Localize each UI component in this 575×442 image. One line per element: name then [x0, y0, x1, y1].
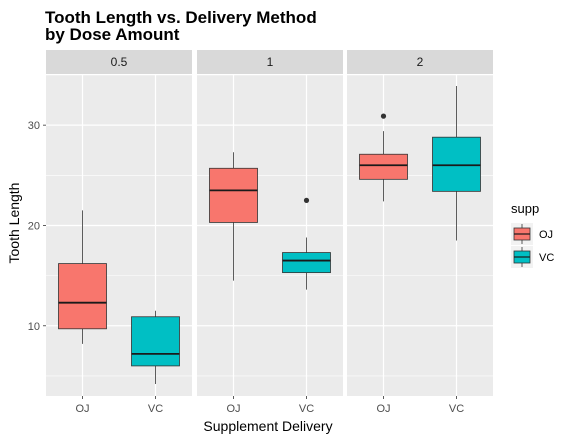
box-iqr: [432, 136, 481, 192]
panel-background: [347, 75, 493, 396]
x-tick-label: VC: [148, 403, 163, 415]
x-axis-title: Supplement Delivery: [203, 418, 332, 434]
box-iqr: [58, 263, 107, 330]
facet-panel-1: 1 OJ VC: [197, 50, 343, 415]
facet-strip: [46, 50, 192, 74]
x-tick-label: OJ: [226, 403, 240, 415]
chart-title-line-2: by Dose Amount: [45, 25, 180, 44]
box-iqr: [359, 153, 408, 180]
y-tick-label: 30: [28, 120, 40, 132]
chart-title-line-1: Tooth Length vs. Delivery Method: [45, 8, 317, 27]
box-oj: [359, 113, 408, 202]
legend-title: supp: [511, 201, 539, 216]
box-iqr: [209, 167, 258, 223]
y-axis-title: Tooth Length: [6, 183, 22, 264]
legend-label: OJ: [539, 229, 553, 241]
x-tick-label: OJ: [376, 403, 390, 415]
facet-panel-0.5: 0.5 OJ VC: [46, 50, 192, 415]
legend-item-oj: OJ: [511, 223, 553, 245]
outlier-point: [303, 197, 310, 203]
facet-strip: [347, 50, 493, 74]
facet-strip-label: 0.5: [111, 55, 128, 69]
facet-panels: 0.5 OJ VC 1 OJ VC 2 OJ VC: [46, 50, 493, 415]
facet-panel-2: 2 OJ VC: [347, 50, 493, 415]
box-iqr: [282, 252, 331, 274]
x-tick-label: OJ: [75, 403, 89, 415]
x-tick-label: VC: [299, 403, 314, 415]
facet-strip-label: 1: [267, 55, 274, 69]
chart-title: Tooth Length vs. Delivery Method by Dose…: [45, 8, 317, 44]
box-iqr: [131, 316, 180, 367]
legend-item-vc: VC: [511, 246, 554, 268]
y-tick-label: 20: [28, 220, 40, 232]
box-vc: [282, 197, 331, 290]
outlier-point: [380, 113, 387, 119]
y-axis: 10 20 30: [28, 120, 46, 333]
legend: supp OJ VC: [511, 201, 554, 268]
box-oj: [209, 152, 258, 281]
legend-label: VC: [539, 252, 554, 264]
box-vc: [131, 310, 180, 384]
facet-strip: [197, 50, 343, 74]
y-tick-label: 10: [28, 321, 40, 333]
facet-strip-label: 2: [417, 55, 424, 69]
panel-background: [197, 75, 343, 396]
box-oj: [58, 210, 107, 344]
x-tick-label: VC: [449, 403, 464, 415]
box-vc: [432, 86, 481, 241]
